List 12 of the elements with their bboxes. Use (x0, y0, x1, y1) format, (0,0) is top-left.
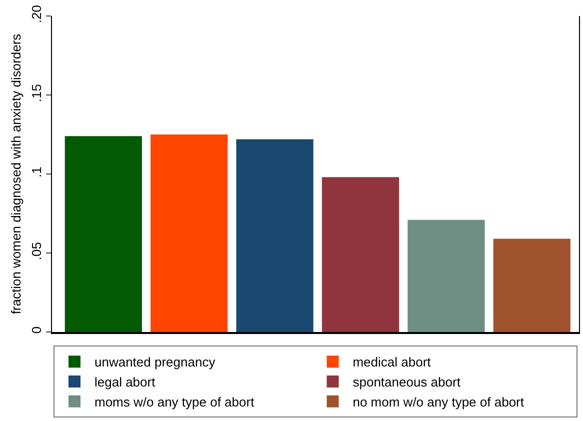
y-tick-label: 0 (28, 326, 44, 334)
legend-label: spontaneous abort (352, 374, 461, 390)
y-tick-label: .05 (28, 242, 44, 260)
y-tick-label: .20 (28, 5, 44, 24)
y-axis-title: fraction women diagnosed with anxiety disorders (8, 33, 24, 314)
y-tick-label: .15 (28, 84, 44, 102)
y-tick-label: .1 (28, 166, 44, 178)
legend-label: medical abort (352, 354, 432, 370)
legend-label: unwanted pregnancy (94, 354, 216, 370)
legend-label: legal abort (94, 374, 156, 390)
legend-label: no mom w/o any type of abort (352, 394, 524, 410)
legend-label: moms w/o any type of abort (94, 394, 255, 410)
